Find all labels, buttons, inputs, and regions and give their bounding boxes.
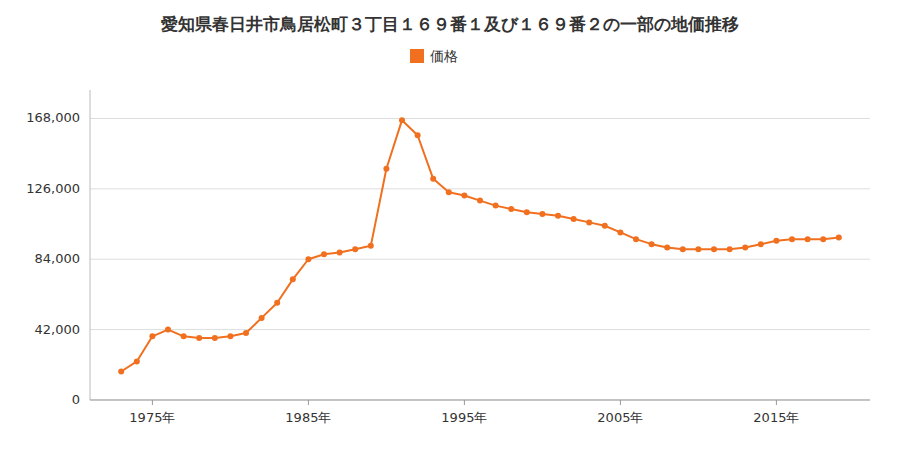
point <box>820 236 826 242</box>
x-tick <box>152 400 153 405</box>
y-tick-label: 0 <box>72 392 80 407</box>
point <box>773 238 779 244</box>
point <box>758 241 764 247</box>
point <box>430 176 436 182</box>
point <box>196 335 202 341</box>
point <box>836 234 842 240</box>
x-tick-label: 1975年 <box>129 410 175 425</box>
x-tick-label: 2015年 <box>753 410 799 425</box>
point <box>259 315 265 321</box>
x-tick <box>620 400 621 405</box>
grid-line <box>90 329 870 330</box>
legend-swatch <box>410 49 424 63</box>
x-tick <box>776 400 777 405</box>
point <box>539 211 545 217</box>
x-tick-label: 2005年 <box>597 410 643 425</box>
plot-area <box>118 117 842 374</box>
x-tick <box>464 400 465 405</box>
point <box>118 369 124 375</box>
point <box>415 132 421 138</box>
point <box>274 300 280 306</box>
y-tick-label: 84,000 <box>35 251 81 266</box>
point <box>368 243 374 249</box>
point <box>383 166 389 172</box>
grid-line <box>90 188 870 189</box>
y-tick-label: 168,000 <box>26 110 80 125</box>
chart-svg: 愛知県春日井市鳥居松町３丁目１６９番１及び１６９番２の一部の地価推移 0 42,00… <box>0 0 900 450</box>
point <box>789 236 795 242</box>
point <box>571 216 577 222</box>
point <box>695 246 701 252</box>
point <box>305 256 311 262</box>
point <box>290 276 296 282</box>
point <box>149 333 155 339</box>
point <box>664 245 670 251</box>
point <box>586 219 592 225</box>
point <box>711 246 717 252</box>
series-line <box>121 120 839 371</box>
point <box>399 117 405 123</box>
x-tick-label: 1995年 <box>441 410 487 425</box>
point <box>352 246 358 252</box>
point <box>243 330 249 336</box>
point <box>181 333 187 339</box>
point <box>165 327 171 333</box>
x-axis-line <box>90 400 870 401</box>
legend: 価格 <box>410 48 458 64</box>
grid <box>90 118 870 400</box>
y-tick-label: 126,000 <box>26 181 80 196</box>
x-tick-label: 1985年 <box>285 410 331 425</box>
point <box>680 246 686 252</box>
point <box>321 251 327 257</box>
grid-line <box>90 118 870 119</box>
point <box>446 189 452 195</box>
point <box>477 198 483 204</box>
point <box>633 236 639 242</box>
x-tick <box>308 400 309 405</box>
chart-container: 愛知県春日井市鳥居松町３丁目１６９番１及び１６９番２の一部の地価推移 0 42,00… <box>0 0 900 450</box>
grid-line <box>90 259 870 260</box>
point <box>337 250 343 256</box>
point <box>742 245 748 251</box>
point <box>212 335 218 341</box>
point <box>555 213 561 219</box>
y-tick-label: 42,000 <box>35 322 81 337</box>
point <box>524 209 530 215</box>
point <box>227 333 233 339</box>
point <box>602 223 608 229</box>
point <box>805 236 811 242</box>
point <box>727 246 733 252</box>
y-axis-line <box>90 90 91 400</box>
point <box>461 193 467 199</box>
point <box>649 241 655 247</box>
point <box>617 229 623 235</box>
point <box>493 203 499 209</box>
point <box>508 206 514 212</box>
title: 愛知県春日井市鳥居松町３丁目１６９番１及び１６９番２の一部の地価推移 <box>161 14 739 34</box>
grid-line <box>90 400 870 401</box>
legend-label: 価格 <box>430 48 458 64</box>
point <box>134 358 140 364</box>
